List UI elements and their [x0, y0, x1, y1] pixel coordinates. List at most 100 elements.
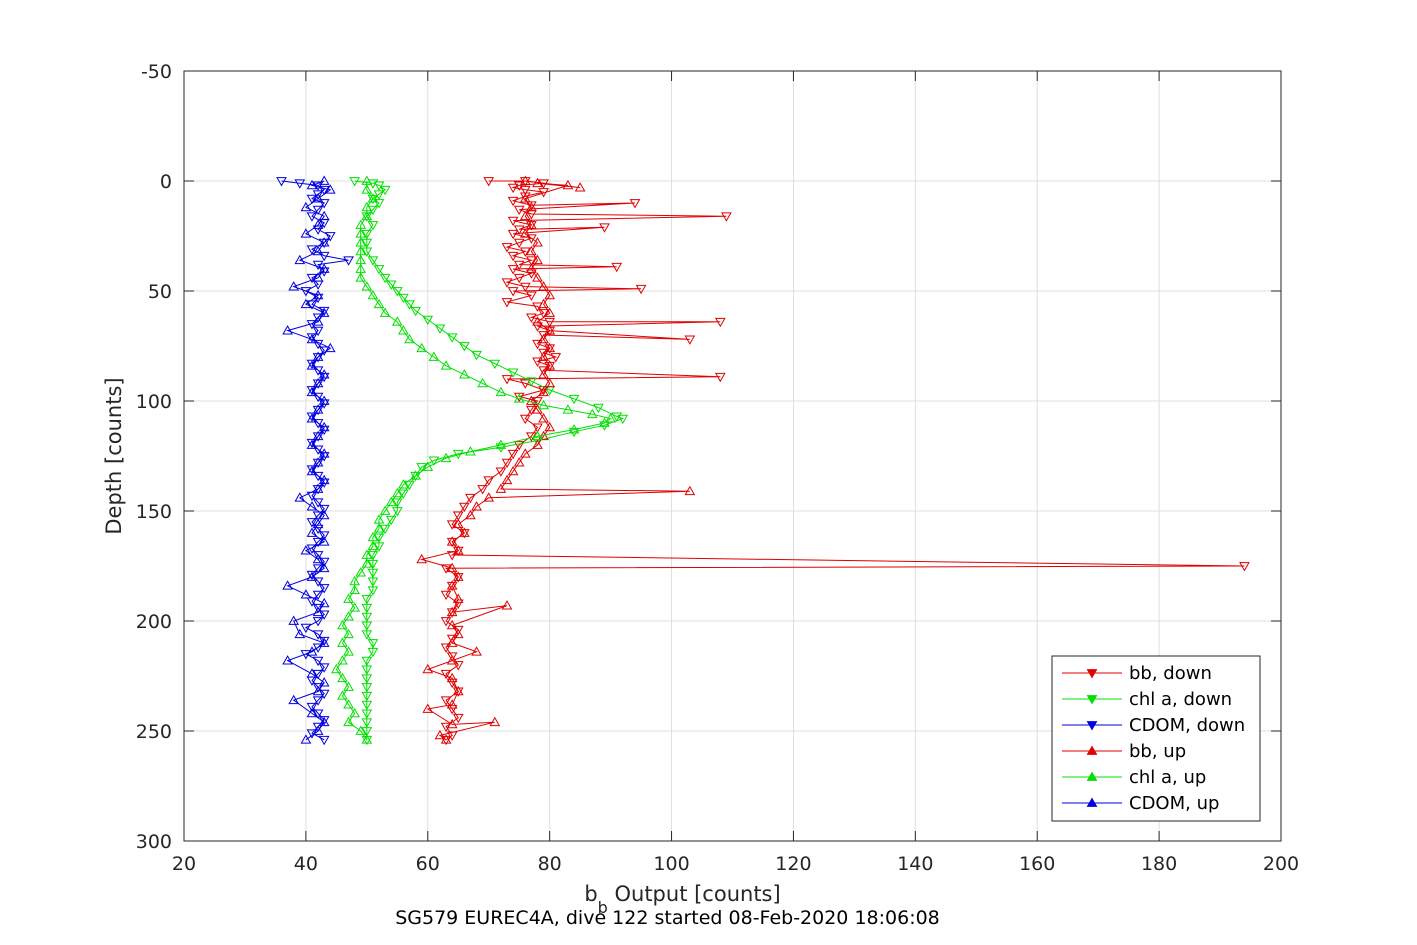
data-point-marker: [416, 463, 428, 473]
data-point-marker: [373, 298, 385, 309]
data-point-marker: [355, 254, 367, 265]
data-point-marker: [440, 360, 452, 370]
data-point-marker: [452, 661, 464, 671]
data-point-marker: [312, 590, 324, 601]
data-point-marker: [526, 234, 537, 244]
data-point-marker: [538, 369, 549, 379]
data-point-marker: [318, 597, 330, 608]
data-point-marker: [538, 399, 549, 410]
data-point-marker: [404, 480, 415, 491]
data-point-marker: [428, 351, 440, 361]
data-point-marker: [361, 603, 373, 614]
data-point-marker: [446, 718, 458, 729]
y-tick-label: 50: [148, 281, 172, 303]
data-point-marker: [452, 628, 464, 639]
series-line: [335, 181, 612, 741]
data-point-marker: [361, 595, 373, 605]
data-point-marker: [312, 419, 324, 429]
x-tick-label: 200: [1263, 853, 1299, 875]
legend-entry: chl a, down: [1129, 689, 1232, 710]
data-point-marker: [312, 606, 324, 617]
data-point-marker: [404, 300, 415, 310]
data-point-marker: [1239, 562, 1250, 572]
data-point-marker: [318, 448, 330, 458]
data-point-marker: [605, 413, 616, 423]
data-point-marker: [306, 360, 318, 370]
data-point-marker: [306, 465, 318, 475]
data-point-marker: [446, 608, 458, 618]
legend-swatch-marker: [1086, 669, 1098, 679]
data-point-marker: [544, 342, 556, 353]
data-point-marker: [361, 709, 373, 719]
data-point-marker: [282, 580, 293, 590]
data-point-marker: [312, 617, 324, 627]
data-point-marker: [318, 395, 330, 405]
data-point-marker: [526, 269, 537, 279]
dive-caption: SG579 EUREC4A, dive 122 started 08-Feb-2…: [395, 907, 940, 929]
data-point-marker: [617, 414, 629, 425]
data-point-marker: [519, 228, 531, 238]
data-point-marker: [526, 377, 537, 387]
data-point-marker: [312, 379, 324, 389]
data-point-marker: [312, 392, 324, 403]
data-point-marker: [361, 558, 373, 568]
data-point-marker: [422, 461, 434, 471]
data-point-marker: [312, 709, 324, 719]
data-point-marker: [337, 637, 348, 647]
data-point-marker: [337, 619, 348, 630]
data-point-marker: [519, 193, 531, 203]
data-point-marker: [452, 593, 464, 603]
data-point-marker: [489, 716, 501, 727]
data-point-marker: [507, 251, 519, 262]
data-point-marker: [458, 502, 470, 513]
data-point-marker: [373, 199, 385, 209]
data-point-marker: [361, 656, 373, 667]
data-point-marker: [373, 265, 385, 275]
data-point-marker: [519, 414, 531, 425]
data-point-marker: [282, 325, 293, 335]
data-point-marker: [312, 577, 324, 587]
data-point-marker: [367, 586, 379, 596]
data-point-marker: [446, 655, 458, 665]
data-point-marker: [544, 325, 556, 335]
data-point-marker: [446, 606, 458, 617]
data-point-marker: [373, 542, 385, 552]
data-point-marker: [355, 263, 367, 273]
legend-entry: chl a, up: [1129, 767, 1206, 788]
data-point-marker: [446, 333, 458, 343]
data-point-marker: [538, 281, 549, 291]
data-point-marker: [306, 300, 318, 310]
data-point-marker: [391, 287, 403, 297]
data-point-marker: [312, 193, 324, 203]
data-point-marker: [300, 734, 312, 744]
data-point-marker: [507, 449, 519, 460]
series-chl-a-down: [349, 177, 629, 746]
data-point-marker: [306, 707, 318, 718]
data-point-marker: [367, 289, 379, 300]
data-point-marker: [337, 690, 348, 700]
data-point-marker: [446, 562, 458, 573]
data-point-marker: [538, 298, 549, 309]
legend-entry: CDOM, down: [1129, 715, 1245, 736]
data-point-marker: [495, 443, 507, 453]
data-point-marker: [452, 571, 464, 581]
data-point-marker: [440, 452, 452, 463]
data-point-marker: [306, 179, 318, 190]
x-tick-label: 60: [416, 853, 440, 875]
data-point-marker: [361, 184, 373, 194]
data-point-marker: [349, 707, 361, 718]
data-point-marker: [324, 184, 336, 194]
data-point-marker: [519, 448, 531, 458]
data-point-marker: [343, 593, 354, 603]
data-point-marker: [452, 685, 464, 696]
data-point-marker: [318, 237, 330, 247]
data-point-marker: [385, 515, 397, 526]
data-point-marker: [300, 298, 312, 309]
data-point-marker: [318, 238, 330, 249]
y-tick-label: 0: [160, 171, 172, 193]
data-point-marker: [367, 540, 379, 551]
data-point-marker: [312, 405, 324, 416]
data-point-marker: [312, 272, 324, 282]
data-point-marker: [318, 199, 330, 209]
data-point-marker: [495, 483, 507, 493]
